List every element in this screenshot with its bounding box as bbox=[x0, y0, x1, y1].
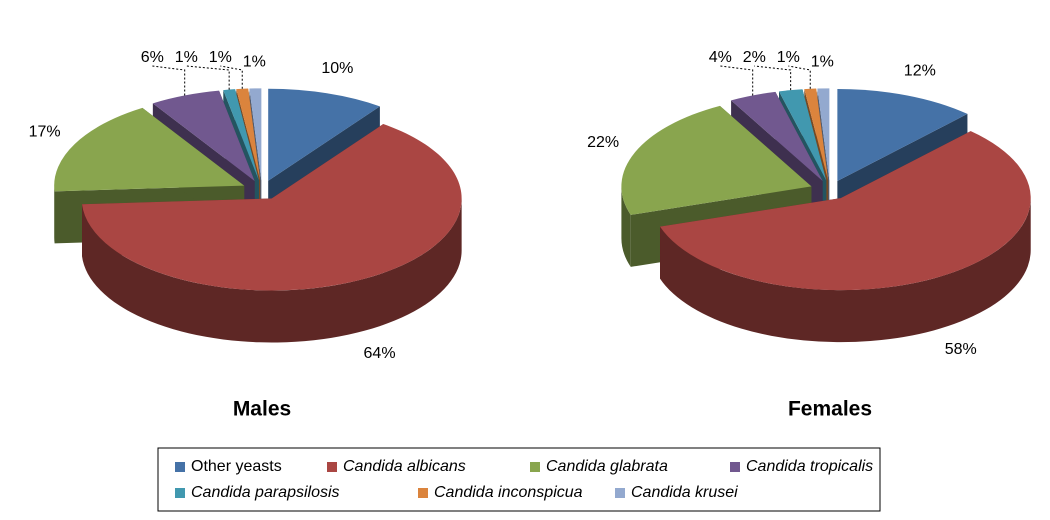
slice bbox=[817, 88, 830, 181]
legend-label: Candida tropicalis bbox=[746, 458, 873, 475]
legend-swatch bbox=[327, 462, 337, 472]
legend-label: Other yeasts bbox=[191, 458, 282, 475]
slice bbox=[837, 88, 968, 181]
legend-label: Candida parapsilosis bbox=[191, 484, 340, 501]
leader-line bbox=[152, 65, 186, 96]
chart-title: Females bbox=[788, 398, 872, 421]
legend-label: Candida krusei bbox=[631, 484, 738, 501]
slice bbox=[82, 124, 462, 291]
leader-line bbox=[186, 65, 230, 90]
data-label: 1% bbox=[777, 49, 800, 66]
data-label: 1% bbox=[243, 54, 266, 71]
data-label: 4% bbox=[709, 49, 732, 66]
data-label: 22% bbox=[587, 134, 619, 151]
data-label: 12% bbox=[904, 63, 936, 80]
slice bbox=[249, 88, 262, 181]
legend-label: Candida albicans bbox=[343, 458, 466, 475]
slice bbox=[804, 88, 829, 181]
leader-line bbox=[220, 65, 243, 89]
slice bbox=[268, 88, 380, 181]
pie bbox=[621, 88, 1031, 343]
pie bbox=[54, 88, 462, 343]
data-label: 17% bbox=[29, 123, 61, 140]
data-label: 1% bbox=[175, 49, 198, 66]
legend-label: Candida glabrata bbox=[546, 458, 668, 475]
slice bbox=[54, 107, 245, 192]
slice bbox=[779, 89, 827, 181]
legend-swatch bbox=[175, 462, 185, 472]
data-label: 2% bbox=[743, 49, 766, 66]
slice bbox=[660, 131, 1031, 291]
chart-title: Males bbox=[233, 398, 291, 421]
legend-swatch bbox=[418, 488, 428, 498]
data-label: 6% bbox=[141, 49, 164, 66]
slice-wall bbox=[82, 198, 462, 343]
data-label: 10% bbox=[321, 60, 353, 77]
legend-swatch bbox=[530, 462, 540, 472]
leader-line bbox=[754, 65, 792, 91]
legend-swatch bbox=[175, 488, 185, 498]
legend-swatch bbox=[730, 462, 740, 472]
data-label: 1% bbox=[209, 49, 232, 66]
leader-line bbox=[788, 65, 811, 89]
data-label: 58% bbox=[945, 341, 977, 358]
legend-label: Candida inconspicua bbox=[434, 484, 583, 501]
data-label: 1% bbox=[811, 54, 834, 71]
slice bbox=[152, 90, 255, 181]
legend-swatch bbox=[615, 488, 625, 498]
slice-wall bbox=[621, 186, 631, 267]
slice bbox=[731, 91, 823, 181]
leader-line bbox=[720, 65, 754, 96]
slice-wall bbox=[660, 198, 1031, 343]
slice bbox=[236, 88, 261, 181]
data-label: 64% bbox=[364, 345, 396, 362]
legend-box bbox=[157, 447, 881, 512]
slice bbox=[621, 105, 812, 215]
slice bbox=[223, 89, 259, 181]
